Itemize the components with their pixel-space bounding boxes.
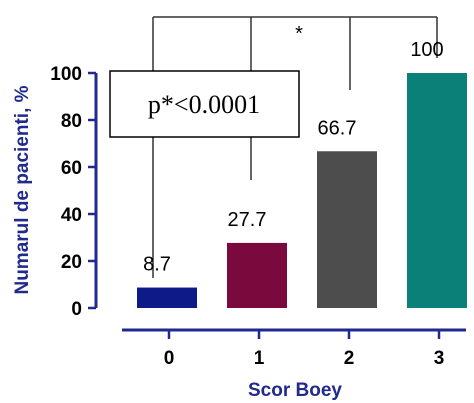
value-labels-group: 8.7 27.7 66.7 100 bbox=[143, 39, 444, 276]
significance-bracket bbox=[152, 16, 438, 278]
value-label-2: 66.7 bbox=[318, 117, 357, 139]
x-axis-title: Scor Boey bbox=[248, 380, 342, 401]
y-tick-label-100: 100 bbox=[50, 64, 82, 85]
y-tick-label-80: 80 bbox=[61, 111, 82, 132]
x-ticks-group: 0 1 2 3 bbox=[164, 330, 445, 369]
y-axis-title: Numarul de pacienti, % bbox=[12, 85, 33, 294]
p-value-text: p*<0.0001 bbox=[148, 90, 260, 119]
bar-3 bbox=[407, 73, 467, 308]
value-label-3: 100 bbox=[410, 39, 443, 61]
bars-group bbox=[137, 73, 467, 308]
value-label-0: 8.7 bbox=[143, 254, 171, 276]
x-tick-label-1: 1 bbox=[254, 348, 265, 369]
y-tick-label-20: 20 bbox=[61, 252, 82, 273]
y-tick-label-40: 40 bbox=[61, 205, 82, 226]
x-tick-label-2: 2 bbox=[344, 348, 355, 369]
bar-0 bbox=[137, 287, 197, 308]
y-tick-label-0: 0 bbox=[71, 299, 82, 320]
x-tick-label-3: 3 bbox=[434, 348, 445, 369]
y-tick-label-60: 60 bbox=[61, 158, 82, 179]
bar-2 bbox=[317, 151, 377, 308]
y-ticks-group: 0 20 40 60 80 100 bbox=[50, 64, 96, 320]
significance-star: * bbox=[295, 23, 303, 45]
x-tick-label-0: 0 bbox=[164, 348, 175, 369]
p-value-frame bbox=[109, 70, 300, 138]
bar-1 bbox=[227, 242, 287, 308]
value-label-1: 27.7 bbox=[228, 209, 267, 231]
p-value-box: p*<0.0001 bbox=[109, 70, 300, 138]
